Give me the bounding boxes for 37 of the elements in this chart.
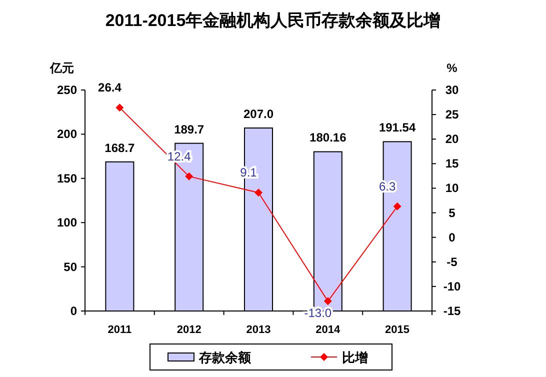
y-tick-label: 100 bbox=[56, 216, 78, 230]
y2-tick-label: 30 bbox=[445, 83, 459, 97]
y-tick-label: 150 bbox=[56, 171, 78, 186]
point bbox=[393, 202, 402, 210]
chart-title: 2011-2015年金融机构人民币存款余额及比增 bbox=[105, 11, 441, 30]
y-axis-title: 亿元 bbox=[49, 61, 74, 75]
y2-tick-label: -15 bbox=[443, 304, 461, 318]
data-label: 26.4 bbox=[98, 80, 122, 95]
data-label: 191.54 bbox=[378, 120, 416, 135]
point bbox=[116, 104, 124, 112]
y2-tick-label: -10 bbox=[443, 279, 461, 294]
x-tick-label: 2012 bbox=[176, 324, 202, 336]
y2-tick-label: 5 bbox=[448, 206, 456, 220]
x-tick-label: 2013 bbox=[246, 324, 271, 336]
y2-tick-label: -5 bbox=[446, 254, 458, 269]
legend-label: 存款余额 bbox=[198, 350, 252, 365]
point bbox=[185, 172, 194, 180]
y-tick-label: 50 bbox=[64, 260, 78, 274]
y2-axis-title: % bbox=[446, 61, 458, 75]
legend-label: 比增 bbox=[342, 350, 368, 365]
y2-tick-label: 25 bbox=[445, 108, 459, 122]
point bbox=[324, 297, 332, 306]
y-tick-label: 250 bbox=[56, 83, 78, 97]
x-tick-label: 2015 bbox=[385, 324, 410, 336]
data-label: 180.16 bbox=[310, 130, 347, 145]
y2-tick-label: 15 bbox=[445, 156, 459, 171]
data-label: 189.7 bbox=[174, 122, 204, 136]
y2-tick-label: 10 bbox=[445, 181, 459, 196]
y2-tick-label: 0 bbox=[448, 230, 456, 244]
x-tick-label: 2014 bbox=[316, 324, 342, 336]
data-label: 168.7 bbox=[104, 140, 136, 155]
x-tick-label: 2011 bbox=[108, 324, 132, 336]
y-tick-label: 200 bbox=[56, 127, 78, 142]
y2-tick-label: 20 bbox=[445, 132, 459, 146]
point bbox=[254, 188, 262, 197]
y-tick-label: 0 bbox=[70, 304, 78, 318]
data-label: 207.0 bbox=[243, 107, 274, 122]
